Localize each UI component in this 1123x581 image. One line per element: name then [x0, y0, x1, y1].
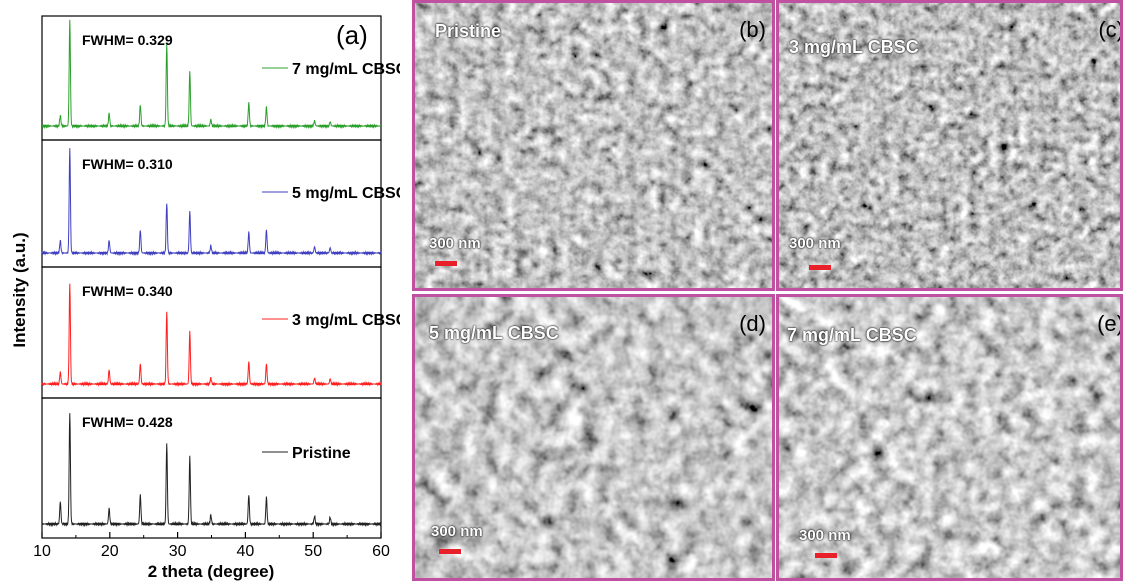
xrd-series-line	[41, 19, 382, 130]
scale-bar	[815, 553, 837, 558]
x-tick-label: 40	[237, 543, 255, 560]
scale-bar-label: 300 nm	[429, 235, 481, 252]
fwhm-label: FWHM= 0.329	[82, 32, 173, 48]
sem-image-pristine	[415, 3, 772, 288]
panel-letter-e: (e)	[1097, 311, 1123, 336]
panel-letter-d: (d)	[739, 311, 766, 336]
sem-title: 3 mg/mL CBSC	[789, 37, 919, 57]
scale-bar	[809, 265, 831, 270]
xrd-chart: Intensity (a.u.) FWHM= 0.329 7 mg/mL CBSC…	[10, 15, 400, 581]
sem-title: 7 mg/mL CBSC	[787, 325, 917, 345]
legend-label: 7 mg/mL CBSC	[292, 61, 400, 78]
sem-panel-5mg: 5 mg/mL CBSC (d) 300 nm	[412, 294, 775, 581]
scale-bar	[435, 261, 457, 266]
sem-panel-7mg: 7 mg/mL CBSC (e) 300 nm	[776, 294, 1123, 581]
x-tick-label: 60	[372, 543, 390, 560]
sem-title: 5 mg/mL CBSC	[429, 323, 559, 343]
y-axis-label: Intensity (a.u.)	[10, 232, 29, 347]
legend-label: 5 mg/mL CBSC	[292, 185, 400, 202]
scale-bar-label: 300 nm	[789, 235, 841, 252]
fwhm-label: FWHM= 0.340	[82, 283, 173, 299]
x-axis-label: 2 theta (degree)	[148, 562, 275, 581]
x-tick-label: 30	[169, 543, 187, 560]
fwhm-label: FWHM= 0.428	[82, 414, 173, 430]
sem-image-5mg	[415, 297, 772, 578]
panel-letter-b: (b)	[739, 17, 766, 42]
sem-image-3mg	[779, 3, 1120, 288]
xrd-series-line	[41, 413, 382, 528]
xrd-series-line	[41, 148, 382, 257]
xrd-series-line	[41, 283, 382, 388]
sem-title: Pristine	[435, 21, 502, 41]
scale-bar-label: 300 nm	[799, 527, 851, 544]
x-tick-label: 20	[101, 543, 119, 560]
scale-bar-label: 300 nm	[431, 523, 483, 540]
legend-label: Pristine	[292, 445, 351, 462]
panel-letter-a: (a)	[336, 20, 368, 50]
scale-bar	[439, 549, 461, 554]
sem-image-7mg	[779, 297, 1120, 578]
sem-panel-pristine: Pristine (b) 300 nm	[412, 0, 775, 291]
fwhm-label: FWHM= 0.310	[82, 156, 173, 172]
x-tick-label: 50	[304, 543, 322, 560]
sem-panel-3mg: 3 mg/mL CBSC (c) 300 nm	[776, 0, 1123, 291]
legend-label: 3 mg/mL CBSC	[292, 312, 400, 329]
panel-letter-c: (c)	[1098, 17, 1123, 42]
x-tick-label: 10	[33, 543, 51, 560]
